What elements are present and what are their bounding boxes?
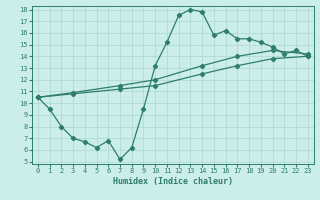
X-axis label: Humidex (Indice chaleur): Humidex (Indice chaleur) <box>113 177 233 186</box>
